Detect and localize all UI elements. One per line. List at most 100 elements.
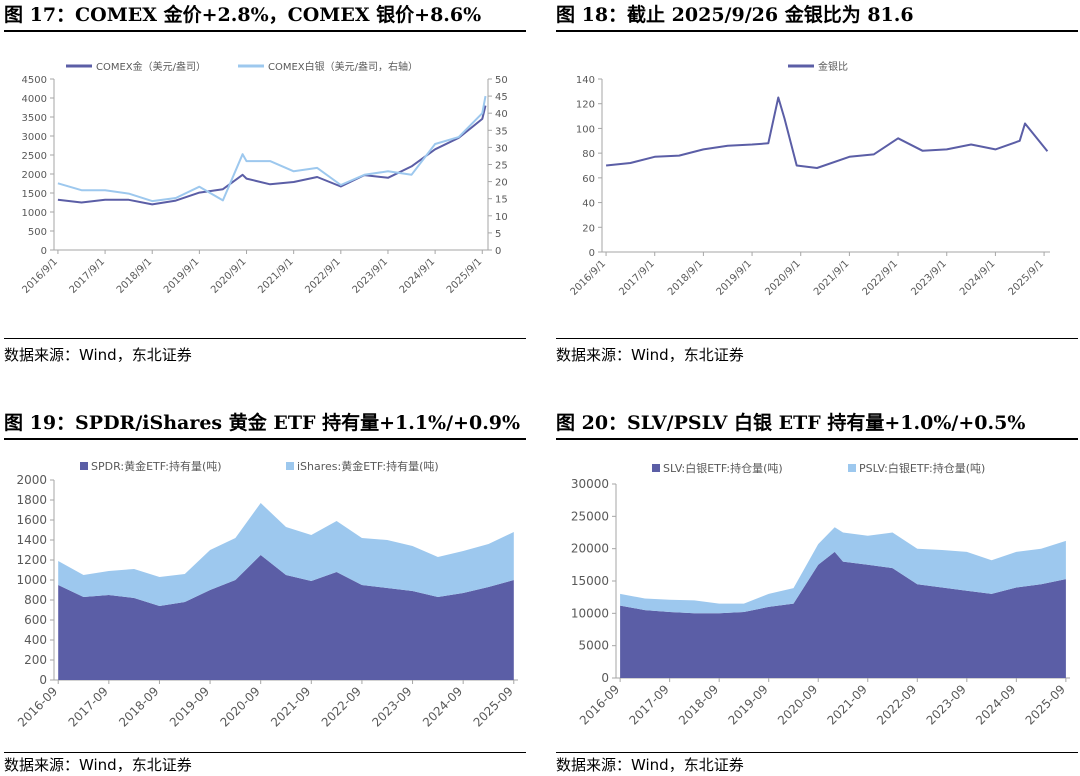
y-right-tick-label: 5 (495, 229, 501, 240)
y-tick-label: 60 (582, 174, 595, 185)
legend-swatch (848, 464, 856, 472)
legend-swatch (80, 462, 88, 470)
x-tick-label: 2025/9/1 (445, 256, 485, 296)
x-tick-label: 2024/9/1 (958, 258, 998, 298)
y-right-tick-label: 50 (495, 75, 508, 86)
legend-label: COMEX金（美元/盎司） (96, 60, 206, 73)
legend-swatch (652, 464, 660, 472)
y-right-tick-label: 35 (495, 126, 508, 137)
legend-label: SLV:白银ETF:持仓量(吨) (663, 461, 783, 475)
y-tick-label: 200 (24, 653, 47, 667)
chart-gold-silver-ratio: 0 20 40 60 80 100 120 140 2016/9/1 2017/9/1 2018/9… (569, 60, 1050, 298)
chart-gold-silver-price: 0 500 1000 1500 2000 2500 3000 3500 4000 4500 0 5 10… (21, 60, 508, 296)
y-tick-label: 1200 (16, 553, 47, 567)
y-tick-label: 2500 (22, 151, 47, 162)
panel-silver-etf-holdings: 图 20：SLV/PSLV 白银 ETF 持有量+1.0%/+0.5% 0 500… (556, 408, 1078, 776)
x-tick-label: 2022-09 (874, 682, 919, 727)
x-tick-label: 2022/9/1 (303, 256, 343, 296)
x-tick-label: 2017-09 (626, 682, 671, 727)
source-rule (4, 752, 526, 753)
y-tick-label: 400 (24, 633, 47, 647)
y-tick-label: 4000 (22, 94, 47, 105)
y-tick-label: 10000 (571, 606, 609, 620)
x-tick-label: 2017-09 (66, 684, 111, 729)
y-right-tick-label: 30 (495, 143, 508, 154)
x-tick-label: 2020-09 (217, 684, 262, 729)
title-rule (4, 438, 526, 440)
y-tick-label: 600 (24, 613, 47, 627)
x-tick-label: 2023-09 (924, 682, 969, 727)
area-series-2 (58, 503, 514, 606)
y-tick-label: 5000 (578, 639, 609, 653)
x-tick-label: 2018-09 (676, 682, 721, 727)
y-right-tick-label: 25 (495, 161, 508, 172)
source-note: 数据来源：Wind，东北证券 (4, 346, 192, 364)
x-tick-label: 2021/9/1 (256, 256, 296, 296)
x-tick-label: 2018/9/1 (666, 258, 706, 298)
y-tick-label: 25000 (571, 509, 609, 523)
source-rule (4, 338, 526, 339)
source-note: 数据来源：Wind，东北证券 (4, 756, 192, 774)
y-tick-label: 40 (582, 199, 595, 210)
x-tick-label: 2017/9/1 (617, 258, 657, 298)
x-tick-label: 2016-09 (15, 684, 60, 729)
x-tick-label: 2019-09 (167, 684, 212, 729)
figure-title: 图 19：SPDR/iShares 黄金 ETF 持有量+1.1%/+0.9% (4, 412, 521, 434)
panel-gold-silver-ratio: 图 18：截止 2025/9/26 金银比为 81.6 0 20 40 60 80 100… (556, 0, 1078, 370)
y-tick-label: 0 (601, 671, 609, 685)
x-tick-label: 2018/9/1 (115, 256, 155, 296)
area-series-2 (620, 527, 1066, 614)
x-tick-label: 2024/9/1 (398, 256, 438, 296)
y-tick-label: 1000 (16, 573, 47, 587)
x-tick-label: 2019/9/1 (162, 256, 202, 296)
x-tick-label: 2019/9/1 (715, 258, 755, 298)
x-tick-label: 2023-09 (369, 684, 414, 729)
panel-gold-etf-holdings: 图 19：SPDR/iShares 黄金 ETF 持有量+1.1%/+0.9% … (4, 408, 526, 776)
y-tick-label: 1800 (16, 493, 47, 507)
x-tick-label: 2020/9/1 (209, 256, 249, 296)
x-tick-label: 2024-09 (420, 684, 465, 729)
y-tick-label: 3500 (22, 113, 47, 124)
y-right-tick-label: 0 (495, 246, 501, 257)
legend-label: SPDR:黄金ETF:持有量(吨) (91, 459, 222, 473)
legend-label: PSLV:白银ETF:持仓量(吨) (859, 461, 985, 475)
source-note: 数据来源：Wind，东北证券 (556, 756, 744, 774)
x-tick-label: 2021/9/1 (812, 258, 852, 298)
title-rule (4, 30, 526, 32)
line-series-1 (57, 105, 487, 206)
y-tick-label: 1500 (22, 189, 47, 200)
y-tick-label: 80 (582, 149, 595, 160)
x-tick-label: 2022-09 (319, 684, 364, 729)
y-tick-label: 0 (589, 248, 595, 259)
y-tick-label: 100 (576, 124, 595, 135)
x-tick-label: 2024-09 (973, 682, 1018, 727)
legend-swatch (286, 462, 294, 470)
y-tick-label: 1400 (16, 533, 47, 547)
x-tick-label: 2023/9/1 (909, 258, 949, 298)
y-tick-label: 0 (39, 673, 47, 687)
x-tick-label: 2025-09 (471, 684, 516, 729)
line-series-1 (605, 96, 1049, 169)
x-tick-label: 2020/9/1 (763, 258, 803, 298)
area-series-1 (620, 551, 1066, 678)
chart-gold-etf-holdings: 0 200 400 600 800 1000 1200 1400 1600 1800 2000 201… (15, 459, 518, 730)
y-tick-label: 2000 (16, 473, 47, 487)
x-tick-label: 2018-09 (116, 684, 161, 729)
x-tick-label: 2023/9/1 (351, 256, 391, 296)
x-tick-label: 2016/9/1 (569, 258, 609, 298)
figure-title: 图 18：截止 2025/9/26 金银比为 81.6 (556, 4, 914, 26)
x-tick-label: 2025/9/1 (1007, 258, 1047, 298)
x-tick-label: 2021-09 (825, 682, 870, 727)
x-tick-label: 2022/9/1 (861, 258, 901, 298)
area-series-1 (58, 555, 514, 680)
y-right-tick-label: 10 (495, 212, 508, 223)
source-note: 数据来源：Wind，东北证券 (556, 346, 744, 364)
legend-label: COMEX白银（美元/盎司，右轴） (268, 60, 418, 73)
source-rule (556, 338, 1078, 339)
y-tick-label: 15000 (571, 574, 609, 588)
x-tick-label: 2017/9/1 (68, 256, 108, 296)
x-tick-label: 2021-09 (268, 684, 313, 729)
panel-gold-silver-price: 图 17：COMEX 金价+2.8%，COMEX 银价+8.6% 0 500 100… (4, 0, 526, 370)
y-tick-label: 1000 (22, 208, 47, 219)
y-right-tick-label: 20 (495, 178, 508, 189)
